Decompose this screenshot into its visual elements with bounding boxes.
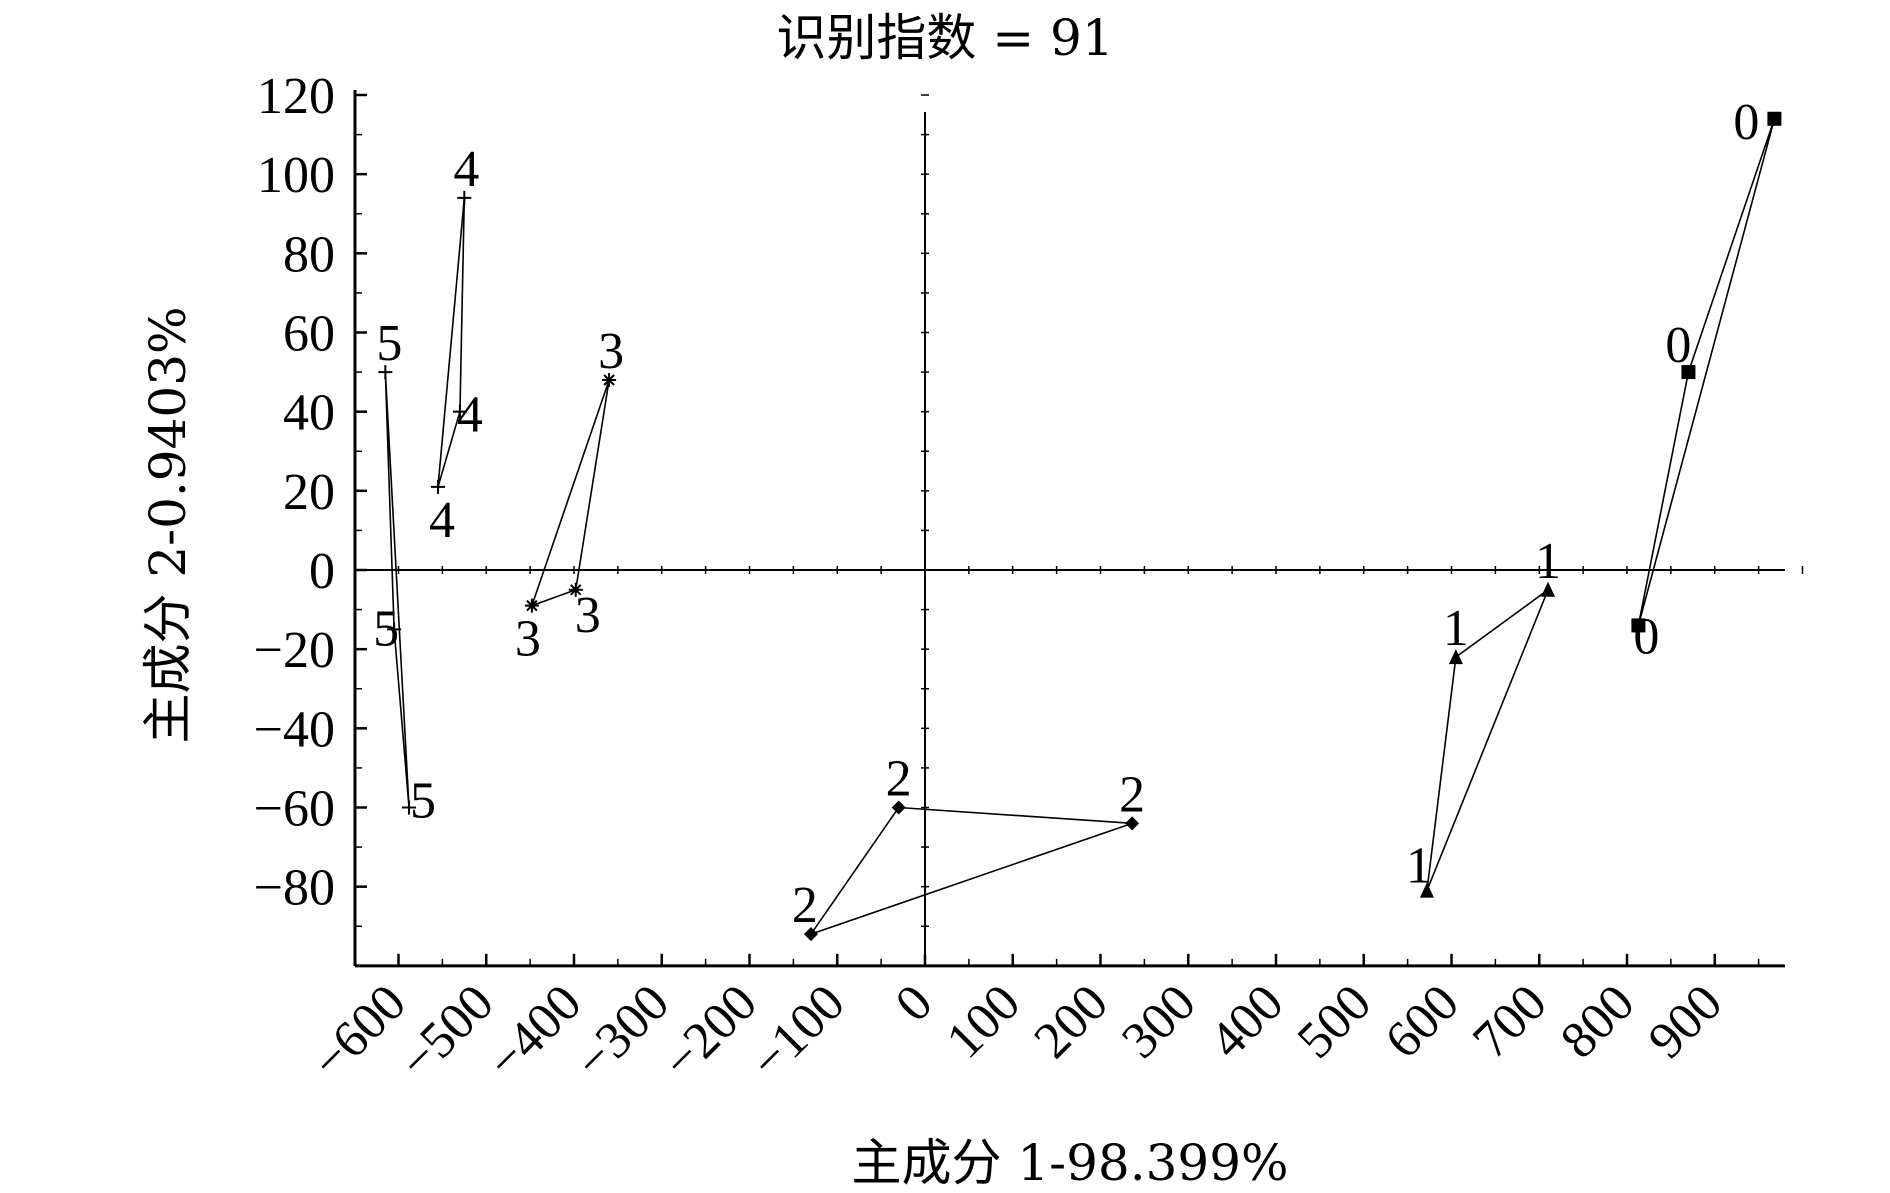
x-tick-label: −400	[476, 974, 592, 1090]
x-tick-label: 300	[1111, 974, 1206, 1069]
y-tick-label: −80	[254, 860, 335, 917]
x-tick-label: 900	[1638, 974, 1733, 1069]
point-label: 2	[886, 751, 912, 808]
point-label: 5	[376, 315, 402, 372]
data-point-marker	[1419, 882, 1434, 898]
series-3: 333	[515, 323, 624, 668]
point-label: 1	[1535, 533, 1561, 590]
series-outline	[808, 806, 1133, 936]
series-4: 444	[429, 141, 483, 549]
x-tick-label: −100	[740, 974, 856, 1090]
x-tick-label: −500	[389, 974, 505, 1090]
y-axis-label: 主成分 2-0.9403%	[139, 306, 197, 743]
data-point-marker	[402, 800, 417, 815]
x-tick-label: 700	[1462, 974, 1557, 1069]
point-label: 5	[373, 600, 399, 657]
data-point-marker	[430, 479, 445, 494]
y-tick-label: −40	[254, 701, 335, 758]
data-point-marker	[602, 373, 617, 387]
data-point-marker	[1681, 365, 1696, 380]
point-label: 4	[429, 492, 455, 549]
point-label: 5	[410, 773, 436, 830]
y-tick-label: 100	[257, 147, 335, 204]
x-tick-label: −600	[301, 974, 417, 1090]
x-tick-label: 600	[1375, 974, 1470, 1069]
point-label: 3	[515, 611, 541, 668]
x-tick-label: 400	[1199, 974, 1294, 1069]
series-2: 2 2 2	[792, 751, 1145, 942]
x-tick-label: 0	[885, 974, 944, 1033]
point-label: 1	[1406, 838, 1432, 895]
point-label: 1	[1443, 600, 1469, 657]
point-label: 3	[598, 323, 624, 380]
point-label: 4	[457, 387, 483, 444]
data-point-marker	[452, 404, 467, 419]
data-point-marker	[1767, 111, 1782, 126]
data-point-marker	[387, 622, 402, 637]
point-label: 2	[1119, 766, 1145, 823]
point-label: 0	[1733, 94, 1759, 151]
y-tick-label: 80	[283, 226, 335, 283]
y-tick-label: −20	[254, 622, 335, 679]
y-tick-label: −60	[254, 781, 335, 838]
y-tick-label: 0	[309, 543, 335, 600]
y-tick-label: 40	[283, 385, 335, 442]
data-point-marker	[378, 365, 393, 380]
series-5: 5 5 5	[373, 315, 436, 829]
data-point-marker	[568, 582, 583, 597]
data-point-marker	[1541, 581, 1556, 597]
x-tick-label: 500	[1287, 974, 1382, 1069]
series-outline	[530, 379, 610, 607]
point-label: 0	[1665, 317, 1691, 374]
y-tick-label: 60	[283, 306, 335, 363]
y-tick-label: 20	[283, 464, 335, 521]
chart-title: 识别指数 = 91	[776, 9, 1113, 67]
x-tick-label: 200	[1024, 974, 1119, 1069]
point-label: 0	[1633, 608, 1659, 665]
data-point-marker	[891, 800, 906, 815]
x-tick-label: 100	[936, 974, 1031, 1069]
data-point-marker	[457, 190, 472, 205]
x-axis-label: 主成分 1-98.399%	[851, 1134, 1288, 1192]
y-tick-label: 120	[257, 68, 335, 125]
series-outline	[1426, 587, 1550, 891]
series-1: 1 1 1	[1406, 533, 1561, 898]
data-point-marker	[1125, 816, 1140, 831]
series-outline	[384, 372, 410, 808]
point-label: 3	[575, 587, 601, 644]
x-tick-label: −200	[652, 974, 768, 1090]
series-0: 0 0 0	[1631, 94, 1782, 665]
point-label: 4	[453, 141, 479, 198]
axes: −80−60−40−20020406080100120−600−500−400−…	[254, 68, 1804, 1090]
data-point-marker	[1448, 649, 1463, 665]
data-point-marker	[803, 927, 818, 942]
point-label: 2	[792, 877, 818, 934]
data-point-marker	[1631, 618, 1646, 633]
series-outline	[437, 197, 466, 488]
data-point-marker	[524, 598, 539, 613]
x-tick-label: −300	[564, 974, 680, 1090]
series-outline	[1637, 118, 1776, 626]
x-tick-label: 800	[1550, 974, 1645, 1069]
